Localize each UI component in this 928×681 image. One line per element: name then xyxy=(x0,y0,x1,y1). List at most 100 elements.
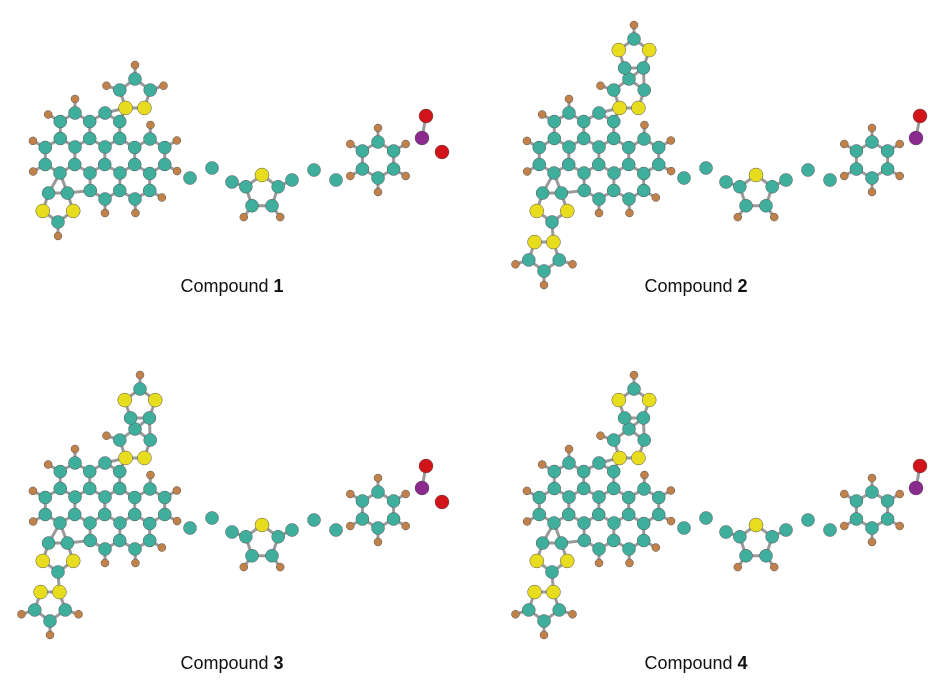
atom xyxy=(593,141,606,154)
atom xyxy=(612,43,626,57)
atom xyxy=(99,457,112,470)
atom xyxy=(346,522,354,530)
atom xyxy=(607,84,620,97)
compound-panel: Compound 2 xyxy=(464,0,928,340)
atom xyxy=(276,563,284,571)
molecule xyxy=(0,0,464,320)
compound-panel: Compound 1 xyxy=(0,0,464,340)
atom xyxy=(52,216,65,229)
atom xyxy=(608,167,621,180)
atom xyxy=(144,133,157,146)
atom xyxy=(578,517,591,530)
atom xyxy=(114,167,127,180)
atom xyxy=(631,451,645,465)
atom xyxy=(308,164,321,177)
atom xyxy=(522,603,535,616)
atom xyxy=(99,141,112,154)
atom xyxy=(896,140,904,148)
atom xyxy=(387,145,400,158)
atom xyxy=(618,411,631,424)
atom xyxy=(578,184,591,197)
atom xyxy=(824,524,837,537)
atom xyxy=(740,199,753,212)
atom xyxy=(226,176,239,189)
atom xyxy=(143,167,156,180)
atom xyxy=(113,184,126,197)
atom xyxy=(548,167,561,180)
atom xyxy=(128,158,141,171)
atom xyxy=(734,563,742,571)
atom xyxy=(638,133,651,146)
atom xyxy=(113,84,126,97)
atom xyxy=(83,465,96,478)
atom xyxy=(630,21,638,29)
atom xyxy=(881,145,894,158)
atom xyxy=(131,209,139,217)
atom xyxy=(134,383,147,396)
atom xyxy=(607,482,620,495)
atom xyxy=(802,514,815,527)
atom xyxy=(522,253,535,266)
atom xyxy=(29,487,37,495)
atom xyxy=(143,517,156,530)
atom xyxy=(548,517,561,530)
atom xyxy=(144,483,157,496)
atom xyxy=(667,517,675,525)
atom xyxy=(548,482,561,495)
atom xyxy=(637,167,650,180)
atom xyxy=(565,445,573,453)
atom xyxy=(39,158,52,171)
atom xyxy=(548,115,561,128)
atom xyxy=(607,434,620,447)
atom xyxy=(356,495,369,508)
atom xyxy=(523,518,531,526)
atom xyxy=(239,180,252,193)
atom xyxy=(42,537,55,550)
atom xyxy=(759,199,772,212)
caption-number: 3 xyxy=(274,653,284,673)
atom xyxy=(896,172,904,180)
atom xyxy=(540,631,548,639)
atom xyxy=(530,554,544,568)
atom xyxy=(36,554,50,568)
atom xyxy=(415,131,429,145)
compound-panel: Compound 3 xyxy=(0,320,464,660)
atom xyxy=(374,538,382,546)
atom xyxy=(631,101,645,115)
atom xyxy=(578,167,591,180)
atom xyxy=(652,491,665,504)
atom xyxy=(44,615,57,628)
atom xyxy=(75,610,83,618)
atom xyxy=(868,124,876,132)
atom xyxy=(536,187,549,200)
atom xyxy=(881,513,894,526)
atom xyxy=(881,163,894,176)
caption: Compound 2 xyxy=(464,276,928,297)
atom xyxy=(667,487,675,495)
atom xyxy=(565,95,573,103)
atom xyxy=(46,631,54,639)
atom xyxy=(128,141,141,154)
atom xyxy=(54,482,67,495)
atom xyxy=(578,534,591,547)
atom xyxy=(563,141,576,154)
atom xyxy=(44,461,52,469)
atom xyxy=(637,411,650,424)
atom xyxy=(69,491,82,504)
atom xyxy=(83,482,96,495)
atom xyxy=(160,82,168,90)
atom xyxy=(99,193,112,206)
atom xyxy=(272,180,285,193)
atom xyxy=(548,465,561,478)
atom xyxy=(612,393,626,407)
atom xyxy=(913,459,927,473)
atom xyxy=(124,411,137,424)
atom xyxy=(770,213,778,221)
atom xyxy=(759,549,772,562)
atom xyxy=(136,371,144,379)
atom xyxy=(83,132,96,145)
atom xyxy=(622,508,635,521)
atom xyxy=(562,158,575,171)
atom xyxy=(113,534,126,547)
atom xyxy=(637,184,650,197)
